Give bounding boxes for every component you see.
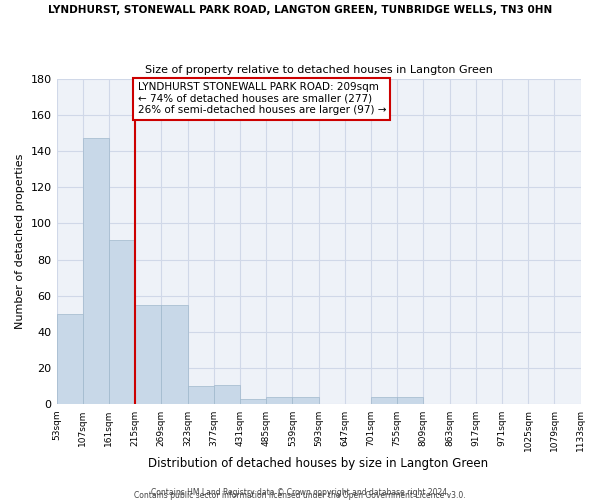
Bar [240, 399, 266, 404]
Bar [135, 305, 161, 404]
Bar [83, 138, 109, 404]
Bar [292, 397, 319, 404]
Bar [188, 386, 214, 404]
Bar [109, 240, 135, 404]
Text: Contains public sector information licensed under the Open Government Licence v3: Contains public sector information licen… [134, 490, 466, 500]
Bar [56, 314, 83, 404]
Bar [161, 305, 188, 404]
Bar [371, 397, 397, 404]
Text: LYNDHURST, STONEWALL PARK ROAD, LANGTON GREEN, TUNBRIDGE WELLS, TN3 0HN: LYNDHURST, STONEWALL PARK ROAD, LANGTON … [48, 5, 552, 15]
X-axis label: Distribution of detached houses by size in Langton Green: Distribution of detached houses by size … [148, 457, 488, 470]
Bar [266, 397, 292, 404]
Bar [214, 384, 240, 404]
Text: Contains HM Land Registry data © Crown copyright and database right 2024.: Contains HM Land Registry data © Crown c… [151, 488, 449, 497]
Bar [397, 397, 424, 404]
Title: Size of property relative to detached houses in Langton Green: Size of property relative to detached ho… [145, 65, 493, 75]
Text: LYNDHURST STONEWALL PARK ROAD: 209sqm
← 74% of detached houses are smaller (277): LYNDHURST STONEWALL PARK ROAD: 209sqm ← … [137, 82, 386, 116]
Y-axis label: Number of detached properties: Number of detached properties [15, 154, 25, 329]
